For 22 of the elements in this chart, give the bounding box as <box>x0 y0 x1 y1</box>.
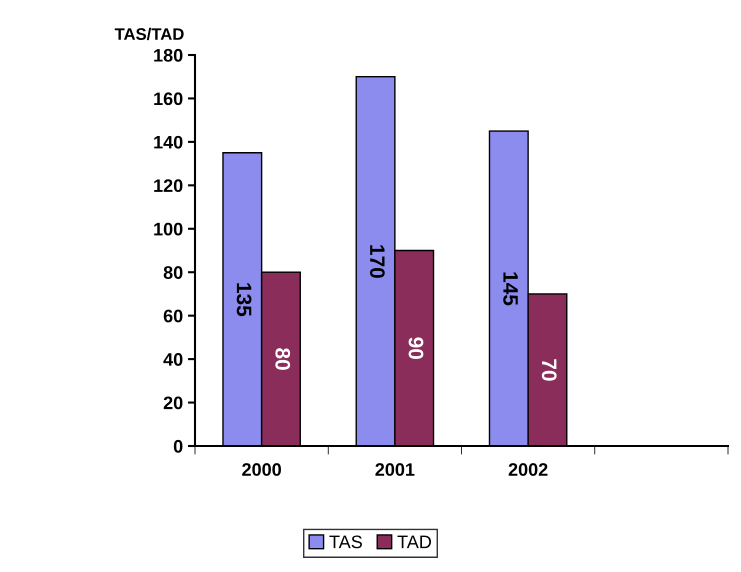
legend-label: TAS <box>329 535 362 548</box>
data-label: 70 <box>542 359 557 381</box>
y-tick-label: 20 <box>164 396 182 410</box>
data-label: 80 <box>275 348 290 370</box>
y-tick-label: 80 <box>164 266 182 279</box>
y-tick-label: 160 <box>154 92 182 106</box>
y-tick-label: 140 <box>154 136 182 149</box>
y-tick-label: 180 <box>154 48 182 62</box>
y-tick-label: 0 <box>174 440 182 453</box>
y-axis-title: TAS/TAD <box>114 28 184 40</box>
x-tick-label: 2001 <box>375 463 414 476</box>
y-tick-label: 60 <box>164 310 182 322</box>
x-tick-label: 2000 <box>242 463 281 476</box>
data-label: 145 <box>503 272 518 306</box>
y-tick-label: 40 <box>163 353 182 366</box>
data-label: 90 <box>408 337 424 359</box>
y-tick-label: 100 <box>154 222 182 236</box>
x-tick-label: 2002 <box>508 463 548 476</box>
data-label: 135 <box>236 283 252 316</box>
data-label: 170 <box>370 245 385 278</box>
y-tick-label: 120 <box>154 179 182 192</box>
legend-label: TAD <box>397 536 431 548</box>
